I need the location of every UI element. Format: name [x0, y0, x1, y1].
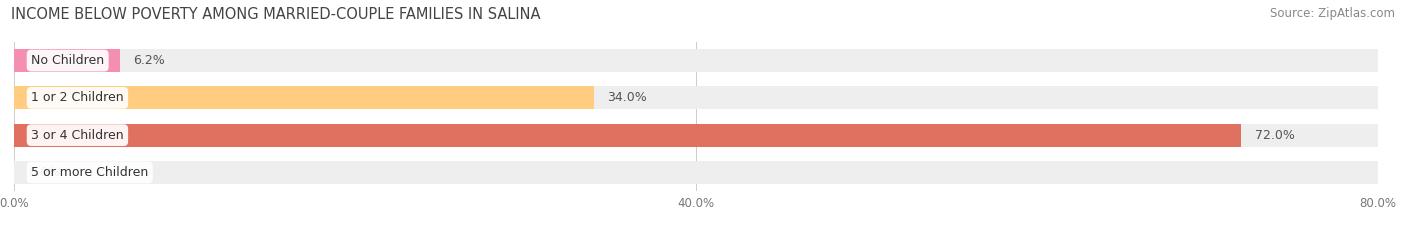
Text: 6.2%: 6.2% — [134, 54, 165, 67]
Bar — [14, 49, 1378, 72]
Text: 1 or 2 Children: 1 or 2 Children — [31, 91, 124, 104]
Text: 5 or more Children: 5 or more Children — [31, 166, 149, 179]
Bar — [14, 123, 1241, 147]
Bar — [14, 86, 1378, 110]
Bar — [14, 123, 1378, 147]
Text: INCOME BELOW POVERTY AMONG MARRIED-COUPLE FAMILIES IN SALINA: INCOME BELOW POVERTY AMONG MARRIED-COUPL… — [11, 7, 541, 22]
Text: Source: ZipAtlas.com: Source: ZipAtlas.com — [1270, 7, 1395, 20]
Text: 3 or 4 Children: 3 or 4 Children — [31, 129, 124, 142]
Text: 34.0%: 34.0% — [607, 91, 647, 104]
Bar — [14, 86, 593, 110]
Text: 72.0%: 72.0% — [1256, 129, 1295, 142]
Text: No Children: No Children — [31, 54, 104, 67]
Bar — [14, 161, 1378, 184]
Bar — [14, 49, 120, 72]
Text: 0.0%: 0.0% — [28, 166, 59, 179]
